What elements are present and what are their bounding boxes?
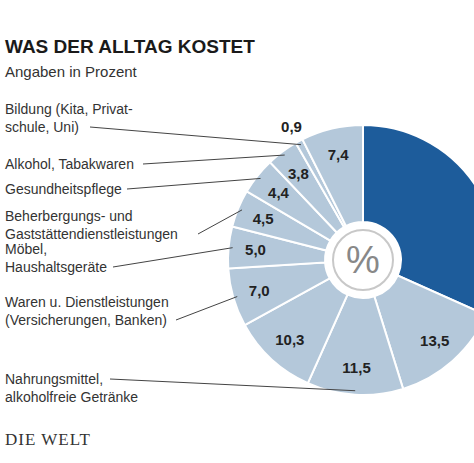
html-text:Nahrungsmittel, alkoholfreie G: Nahrungsmittel, alkoholfreie Getränke <box>5 371 139 405</box>
svg-text:11,5: 11,5 <box>342 359 370 376</box>
svg-text:3,8: 3,8 <box>288 165 309 182</box>
svg-text:13,5: 13,5 <box>420 332 449 349</box>
html-text:WAS DER ALLTAG KOSTET: WAS DER ALLTAG KOSTET <box>5 36 255 57</box>
html-text:Gesundheitspflege: Gesundheitspflege <box>5 181 122 197</box>
svg-text:4,4: 4,4 <box>268 184 290 201</box>
svg-text:0,9: 0,9 <box>281 118 302 135</box>
html-text:Bildung (Kita, Privat- schule,: Bildung (Kita, Privat- schule, Uni) <box>5 101 133 135</box>
svg-text:7,4: 7,4 <box>328 146 350 163</box>
html-text:Waren u. Dienstleistungen (Ver: Waren u. Dienstleistungen (Versicherunge… <box>5 294 169 328</box>
svg-text:4,5: 4,5 <box>253 210 274 227</box>
html-text:Möbel, Haushaltsgeräte: Möbel, Haushaltsgeräte <box>5 241 107 275</box>
html-text:DIE WELT: DIE WELT <box>5 430 91 449</box>
html-text:Angaben in Prozent: Angaben in Prozent <box>5 63 137 80</box>
svg-text:5,0: 5,0 <box>245 241 266 258</box>
html-text:Beherbergungs- und Gaststätten: Beherbergungs- und Gaststättendienstleis… <box>5 208 178 242</box>
svg-text:10,3: 10,3 <box>275 331 304 348</box>
svg-text:7,0: 7,0 <box>249 282 270 299</box>
html-text:Alkohol, Tabakwaren: Alkohol, Tabakwaren <box>5 156 134 172</box>
